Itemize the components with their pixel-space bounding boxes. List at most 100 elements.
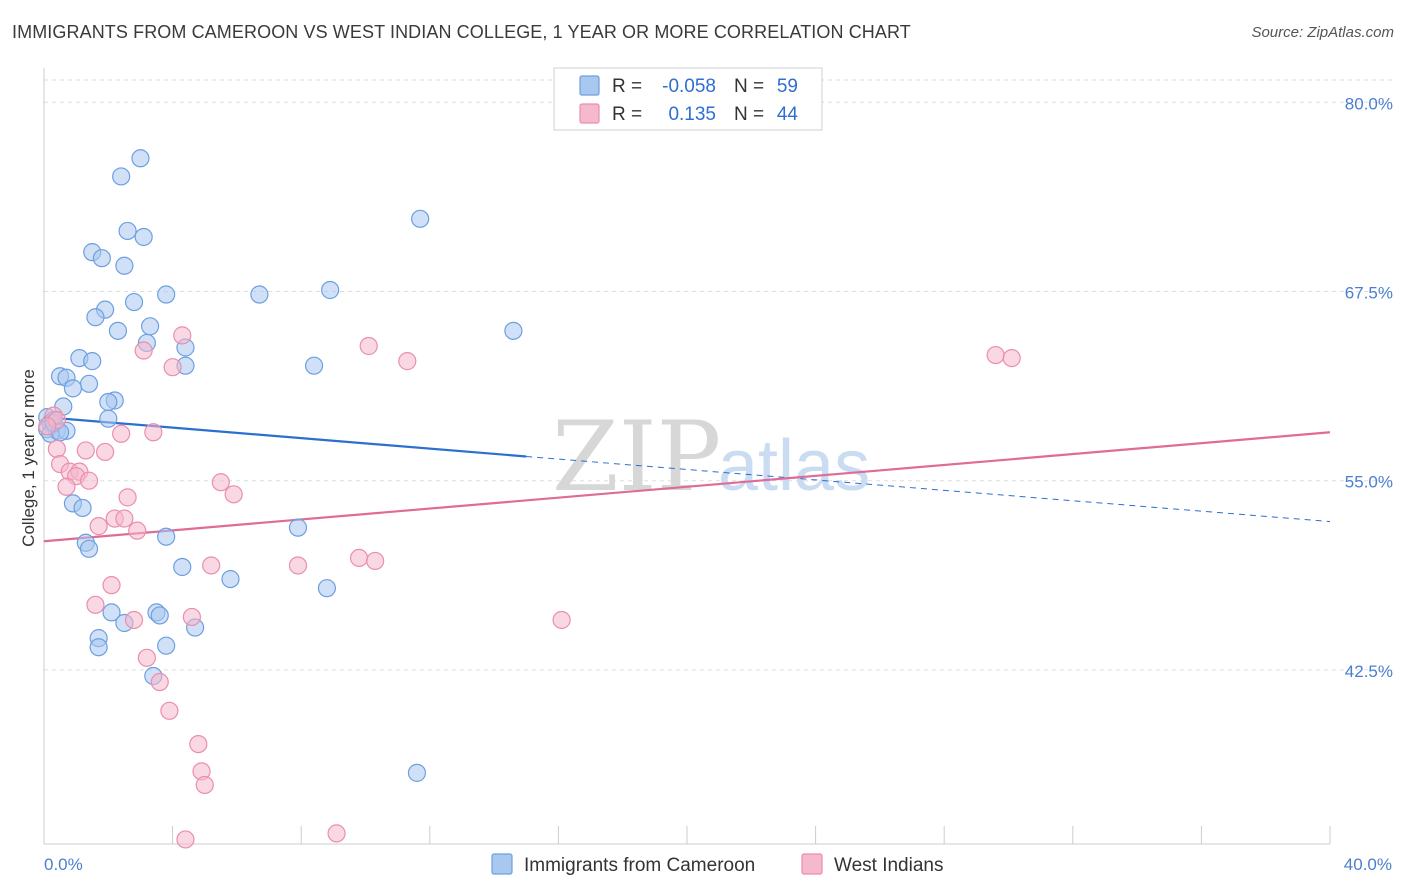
cameroon-point — [411, 209, 430, 228]
x-tick-label: 0.0% — [44, 855, 83, 874]
cameroon-point — [150, 606, 169, 625]
west-indians-point — [102, 576, 121, 595]
west-indians-point — [76, 441, 95, 460]
west-indians-point — [128, 521, 147, 540]
bottom-legend-swatch-west-indians — [801, 853, 823, 875]
west-indians-point — [182, 607, 201, 627]
cameroon-point — [124, 292, 144, 312]
legend-n-label-1: N = — [734, 76, 764, 97]
west-indians-point — [189, 734, 208, 754]
cameroon-point — [92, 249, 111, 268]
y-tick-label: 55.0% — [1345, 473, 1393, 492]
cameroon-point — [79, 539, 99, 558]
west-indians-point — [359, 336, 378, 356]
west-indians-point — [134, 341, 153, 360]
cameroon-point — [157, 527, 176, 546]
legend-box: R = -0.058 N = 59 R = 0.135 N = 44 — [553, 67, 823, 131]
west-indians-point — [211, 473, 230, 492]
west-indians-point — [57, 477, 76, 496]
cameroon-point — [83, 352, 102, 371]
west-indians-point — [173, 326, 192, 345]
west-indians-point — [288, 556, 308, 575]
y-axis-label: College, 1 year or more — [19, 369, 38, 547]
west-indians-point — [38, 417, 57, 436]
cameroon-point — [86, 308, 105, 327]
cameroon-point — [89, 638, 108, 657]
cameroon-point — [115, 256, 134, 275]
west-indians-point — [144, 423, 163, 442]
cameroon-point — [157, 636, 176, 655]
west-indians-point — [137, 648, 156, 667]
west-indians-point — [89, 517, 108, 536]
cameroon-point — [112, 167, 131, 186]
grid-layer — [44, 79, 1392, 671]
west-indians-point — [349, 548, 369, 568]
legend-r-label-1: R = — [612, 76, 642, 97]
cameroon-point — [79, 374, 99, 393]
west-indians-point — [552, 610, 571, 630]
west-indians-point — [160, 701, 179, 720]
cameroon-point — [288, 518, 308, 537]
legend-swatch-west-indians — [579, 103, 600, 124]
cameroon-point — [173, 557, 192, 577]
cameroon-point — [63, 379, 83, 398]
legend-r-label-2: R = — [612, 104, 642, 125]
legend-swatch-cameroon — [579, 75, 600, 96]
cameroon-point — [73, 498, 92, 518]
bottom-legend-label-cameroon: Immigrants from Cameroon — [524, 855, 755, 876]
watermark: ZIP atlas — [552, 401, 870, 513]
west-indians-point — [398, 352, 417, 371]
cameroon-point — [140, 317, 160, 336]
points-layer — [38, 149, 1021, 849]
legend-n-value-2: 44 — [777, 104, 799, 125]
x-tick-label: 40.0% — [1344, 855, 1392, 874]
west-indians-point — [1002, 348, 1021, 368]
cameroon-trend-line — [43, 416, 527, 458]
west-indians-point — [86, 595, 105, 614]
west-indians-point — [202, 556, 221, 575]
west-indians-point — [118, 488, 137, 507]
cameroon-trend-extension — [526, 455, 1331, 523]
west-indians-point — [115, 509, 134, 528]
west-indians-point — [176, 830, 195, 849]
cameroon-point — [504, 321, 523, 340]
west-indians-point — [986, 345, 1005, 365]
west-indians-point — [95, 442, 115, 462]
y-tick-label: 67.5% — [1345, 283, 1393, 302]
west-indians-point — [224, 485, 243, 504]
west-indians-point — [79, 471, 99, 490]
bottom-legend-label-west-indians: West Indians — [834, 855, 943, 876]
cameroon-point — [321, 280, 340, 300]
west-indians-point — [124, 610, 144, 630]
watermark-atlas: atlas — [718, 426, 870, 506]
west-indians-point — [112, 424, 131, 443]
trend-layer — [43, 416, 1331, 543]
source-label: Source: ZipAtlas.com — [1251, 24, 1394, 41]
cameroon-point — [108, 321, 128, 340]
cameroon-point — [250, 285, 269, 304]
cameroon-point — [157, 285, 176, 304]
watermark-zip: ZIP — [552, 401, 721, 513]
west-indians-point — [163, 358, 182, 377]
west-indians-point — [150, 672, 169, 692]
cameroon-point — [118, 221, 137, 241]
cameroon-point — [102, 603, 121, 622]
west-indians-point — [47, 439, 66, 459]
cameroon-point — [134, 227, 153, 247]
west-indians-point — [327, 824, 346, 843]
y-tick-label: 42.5% — [1345, 662, 1393, 681]
cameroon-point — [99, 392, 118, 412]
cameroon-point — [99, 409, 118, 428]
bottom-legend: Immigrants from Cameroon West Indians — [491, 853, 943, 876]
legend-n-label-2: N = — [734, 104, 764, 125]
cameroon-point — [317, 579, 337, 598]
west-indians-point — [195, 775, 214, 795]
legend-r-value-2: 0.135 — [668, 104, 716, 125]
cameroon-point — [407, 763, 427, 782]
bottom-legend-swatch-cameroon — [491, 853, 513, 875]
y-tick-label: 80.0% — [1345, 94, 1393, 113]
legend-n-value-1: 59 — [777, 76, 798, 97]
legend-r-value-1: -0.058 — [662, 76, 716, 97]
west-indians-trend-line — [43, 431, 1331, 543]
